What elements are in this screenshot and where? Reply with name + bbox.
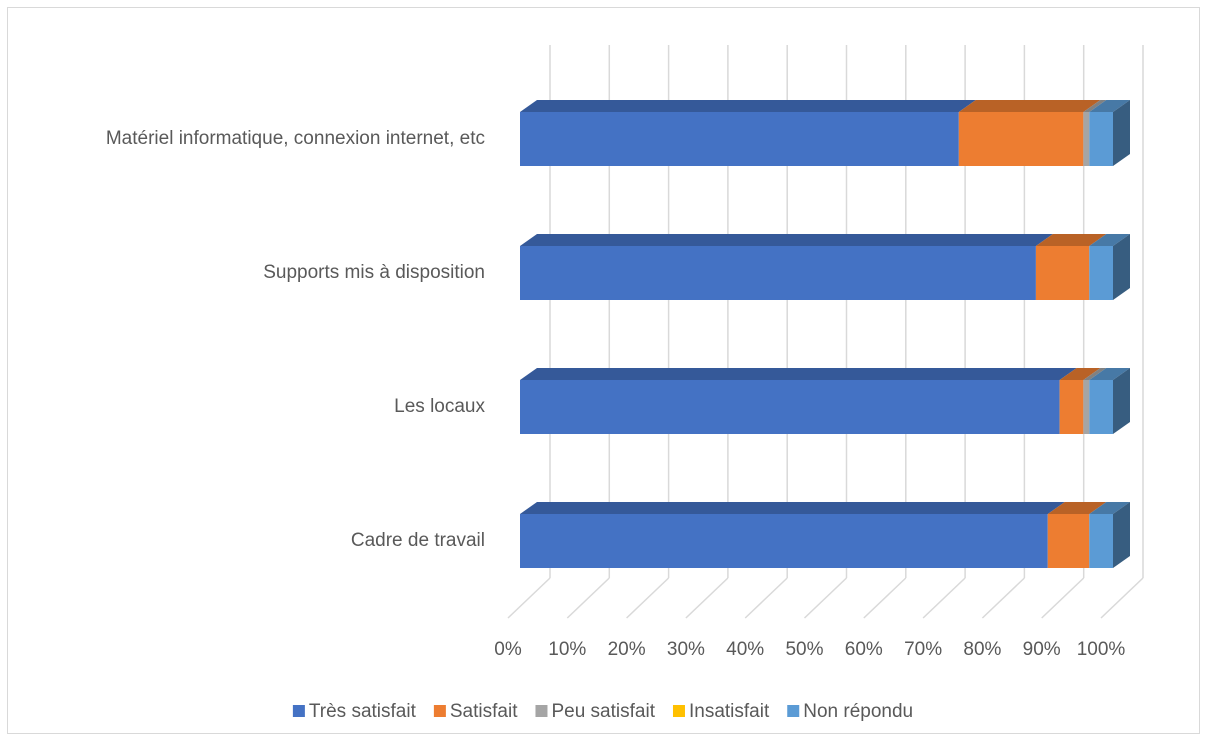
bar-top (1047, 502, 1107, 514)
y-tick-label: Supports mis à disposition (263, 262, 485, 283)
x-tick-label: 50% (785, 639, 823, 660)
y-tick-label: Cadre de travail (351, 530, 485, 551)
bar (1059, 380, 1084, 434)
bar (520, 514, 1048, 568)
floor-line (1041, 577, 1085, 619)
x-tick-label: 0% (494, 639, 522, 660)
bar-top (520, 502, 1065, 514)
y-tick-label: Les locaux (394, 396, 485, 417)
legend-label: Non répondu (803, 701, 913, 722)
floor-line (626, 577, 670, 619)
bar-top (520, 368, 1077, 380)
bar (1047, 514, 1090, 568)
legend-label: Peu satisfait (551, 701, 655, 722)
floor-line (803, 577, 848, 619)
legend-label: Satisfait (450, 701, 518, 722)
bar (1035, 246, 1090, 300)
bar-top (1089, 234, 1130, 246)
x-tick-label: 70% (904, 639, 942, 660)
floor-line (922, 577, 966, 619)
floor-line (507, 577, 551, 619)
bar-top (520, 100, 976, 112)
floor-line (744, 577, 788, 619)
bar-side (1113, 100, 1130, 166)
x-tick-label: 40% (726, 639, 764, 660)
x-tick-label: 60% (845, 639, 883, 660)
legend-label: Insatisfait (689, 701, 770, 722)
legend: Très satisfait Satisfait Peu satisfait Insa… (292, 701, 913, 722)
bar (1083, 112, 1090, 166)
x-tick-label: 100% (1077, 639, 1126, 660)
bar-side (1113, 368, 1130, 434)
bar (1089, 246, 1113, 300)
floor-line (863, 577, 907, 619)
bar-top (1089, 368, 1130, 380)
bar-side (1113, 234, 1130, 300)
bar (1083, 380, 1090, 434)
bar (1089, 514, 1113, 568)
bar (1089, 380, 1113, 434)
bar-top (1083, 368, 1107, 380)
legend-swatch (433, 705, 446, 717)
legend-swatch (672, 705, 685, 717)
floor-line (981, 577, 1025, 619)
bar (958, 112, 1084, 166)
x-tick-label: 90% (1023, 639, 1061, 660)
floor-line (1100, 577, 1144, 619)
bar-top (1059, 368, 1101, 380)
bar-top (520, 234, 1053, 246)
x-tick-label: 30% (667, 639, 705, 660)
floor-line (566, 577, 610, 619)
bar (520, 380, 1060, 434)
x-tick-label: 10% (548, 639, 586, 660)
bar (1089, 112, 1113, 166)
floor-line (685, 577, 729, 619)
bar (520, 112, 959, 166)
x-tick-label: 80% (963, 639, 1001, 660)
bar (520, 246, 1036, 300)
bar-side (1113, 502, 1130, 568)
bar-top (1083, 100, 1107, 112)
bar-top (1089, 502, 1130, 514)
legend-label: Très satisfait (309, 701, 417, 722)
legend-swatch (787, 705, 800, 717)
bar-top (958, 100, 1101, 112)
x-tick-label: 20% (608, 639, 646, 660)
bar-top (1035, 234, 1107, 246)
bar-top (1089, 100, 1130, 112)
legend-swatch (535, 705, 548, 717)
legend-swatch (292, 705, 305, 717)
y-tick-label: Matériel informatique, connexion interne… (106, 128, 485, 149)
